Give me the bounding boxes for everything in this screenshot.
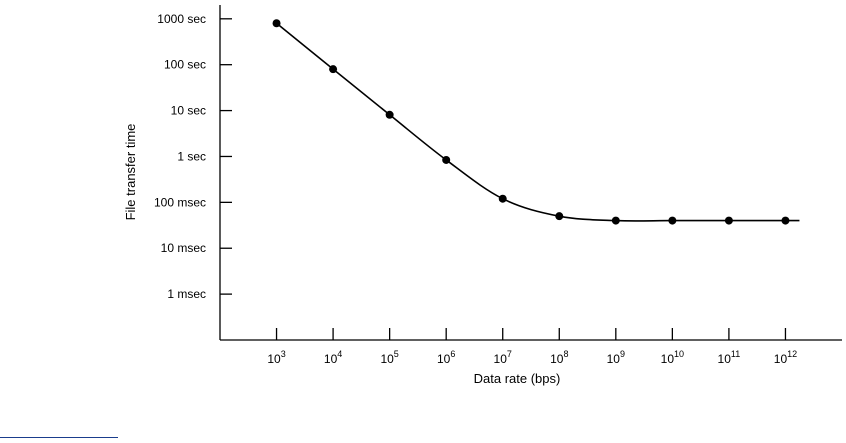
y-ticks: 1000 sec 100 sec 10 sec 1 sec 100 msec 10 mse… (154, 12, 232, 301)
y-tick-label: 10 sec (171, 104, 206, 118)
x-tick-label: 103 (267, 349, 285, 366)
x-tick-label: 105 (380, 349, 398, 366)
x-tick-label: 1011 (718, 349, 741, 366)
bottom-rule (0, 437, 118, 438)
data-point-1 (329, 65, 338, 74)
y-tick-label: 1 sec (177, 149, 206, 163)
y-tick-label: 1 msec (167, 287, 206, 301)
data-point-8 (724, 216, 733, 225)
data-point-0 (272, 19, 281, 28)
y-axis-label: File transfer time (123, 124, 138, 221)
x-tick-label: 108 (550, 349, 568, 366)
x-tick-label: 109 (607, 349, 625, 366)
x-tick-label: 1012 (774, 349, 797, 366)
y-tick-label: 10 msec (161, 241, 206, 255)
data-point-7 (668, 216, 677, 225)
x-axis-label: Data rate (bps) (474, 371, 561, 386)
data-point-6 (611, 216, 620, 225)
y-tick-label: 1000 sec (157, 12, 206, 26)
x-ticks: 103 104 105 106 107 108 109 1010 1011 1012 (267, 328, 797, 366)
data-point-9 (781, 216, 790, 225)
x-tick-label: 106 (437, 349, 455, 366)
x-tick-label: 1010 (661, 349, 684, 366)
data-point-3 (442, 155, 451, 164)
data-point-2 (385, 110, 394, 119)
data-points (272, 19, 790, 225)
data-point-4 (498, 194, 507, 203)
y-tick-label: 100 sec (164, 58, 206, 72)
x-tick-label: 104 (324, 349, 342, 366)
series-line (276, 22, 800, 222)
y-tick-label: 100 msec (154, 195, 206, 209)
data-point-5 (555, 212, 564, 221)
x-tick-label: 107 (494, 349, 512, 366)
